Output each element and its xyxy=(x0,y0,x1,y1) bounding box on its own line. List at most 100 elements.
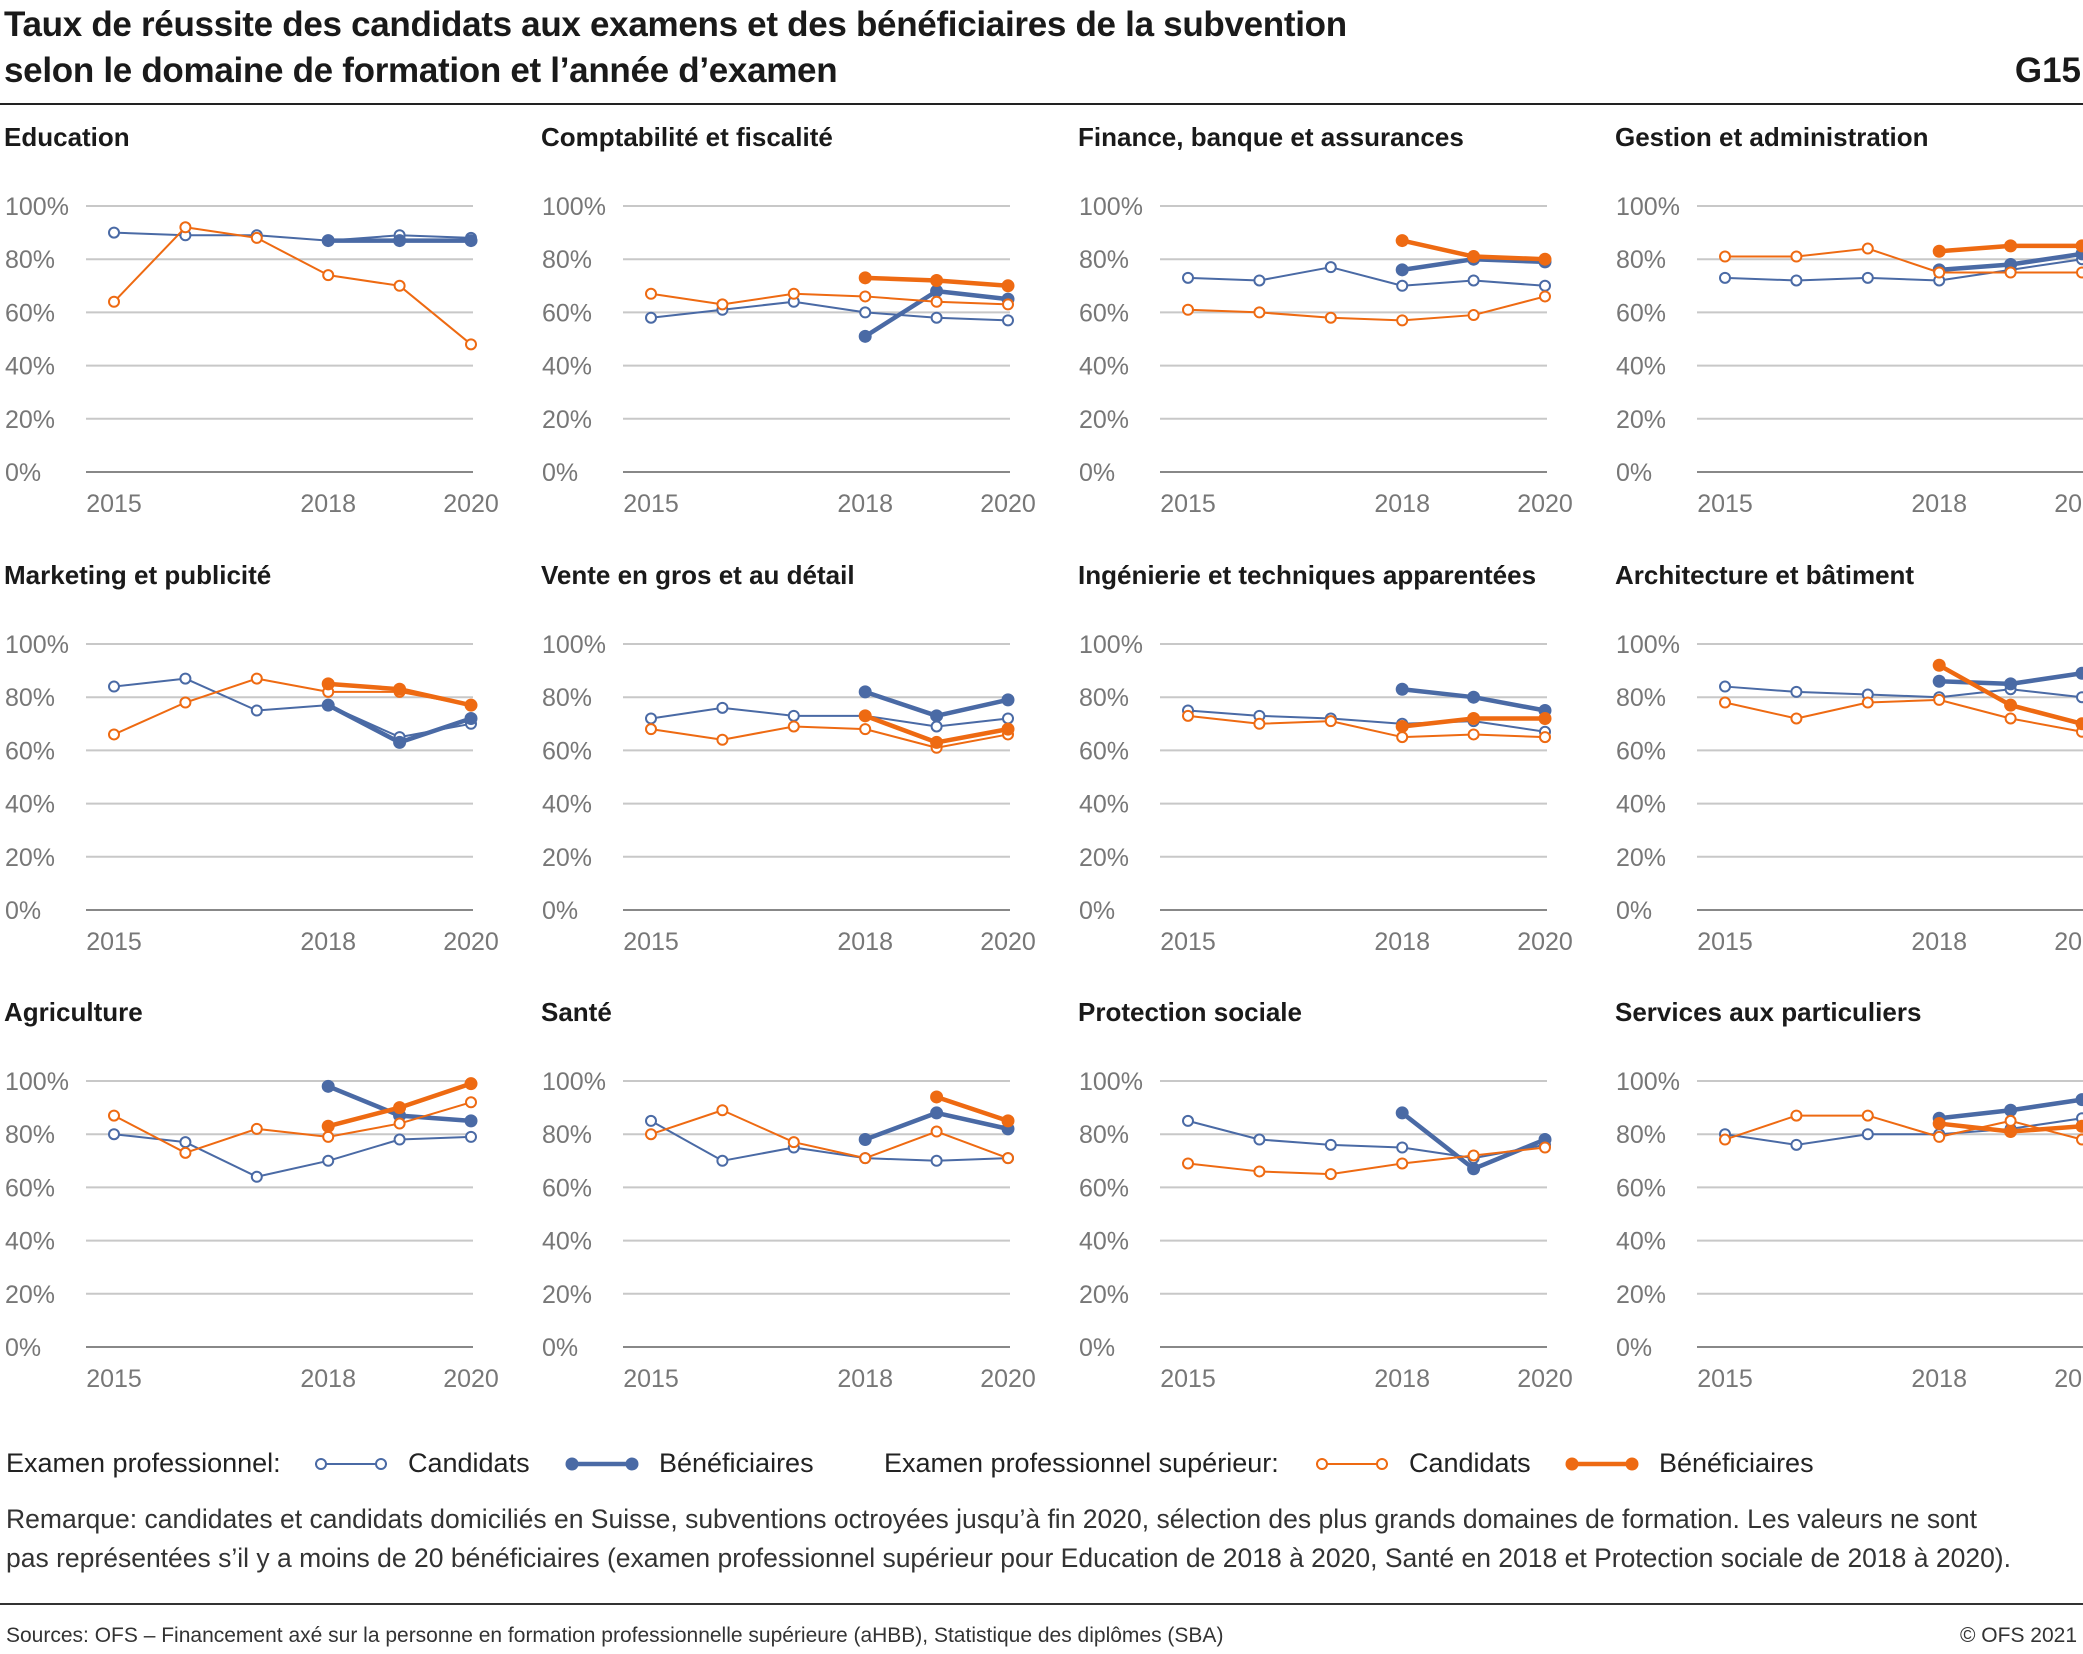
data-point-eps-candidats xyxy=(465,338,477,351)
data-point-ep-candidats xyxy=(716,701,729,714)
y-tick-label: 20% xyxy=(1079,406,1129,434)
data-point-eps-beneficiaires xyxy=(321,677,335,691)
data-point-eps-candidats xyxy=(787,720,800,733)
y-tick-label: 100% xyxy=(1079,193,1143,221)
data-point-ep-candidats xyxy=(108,680,120,693)
data-point-ep-beneficiaires xyxy=(1467,690,1481,704)
data-point-ep-beneficiaires xyxy=(2004,1103,2018,1117)
data-point-ep-candidats xyxy=(859,306,872,319)
data-point-eps-candidats xyxy=(859,1152,872,1165)
data-point-eps-candidats xyxy=(1719,696,1731,709)
y-tick-label: 0% xyxy=(1079,897,1115,925)
data-point-ep-candidats xyxy=(322,1154,335,1167)
data-point-eps-candidats xyxy=(1539,290,1551,303)
y-tick-label: 80% xyxy=(1616,1121,1666,1149)
x-tick-label: 2020 xyxy=(980,928,1036,956)
data-point-eps-candidats xyxy=(1861,242,1874,255)
data-point-ep-candidats xyxy=(1324,261,1337,274)
x-tick-label: 2018 xyxy=(1374,1365,1430,1393)
data-point-ep-candidats xyxy=(1002,314,1014,327)
x-tick-label: 2018 xyxy=(837,928,893,956)
data-point-eps-candidats xyxy=(1790,250,1803,263)
data-point-eps-beneficiaires xyxy=(2004,1125,2018,1139)
data-point-ep-beneficiaires xyxy=(393,735,407,749)
data-point-eps-candidats xyxy=(1933,266,1946,279)
data-point-eps-beneficiaires xyxy=(1001,1114,1015,1128)
y-tick-label: 40% xyxy=(1616,791,1666,819)
data-point-eps-candidats xyxy=(2004,1114,2017,1127)
panel-12: Services aux particuliers 100% 80% 60% 40% 20… xyxy=(1615,997,2083,1393)
y-tick-label: 100% xyxy=(5,1068,69,1096)
data-point-ep-candidats xyxy=(1253,274,1266,287)
data-point-ep-candidats xyxy=(1467,274,1480,287)
x-tick-label: 2015 xyxy=(86,1365,142,1393)
data-point-ep-candidats xyxy=(1539,279,1551,292)
x-tick-label: 2018 xyxy=(1374,490,1430,518)
series-line-ep-candidats xyxy=(113,677,472,739)
y-tick-label: 80% xyxy=(1616,246,1666,274)
data-point-eps-candidats xyxy=(2076,1133,2083,1146)
data-point-eps-beneficiaires xyxy=(1932,244,1946,258)
data-point-ep-beneficiaires xyxy=(1395,1106,1409,1120)
y-tick-label: 60% xyxy=(5,299,55,327)
data-point-eps-candidats xyxy=(1324,1168,1337,1181)
data-point-ep-candidats xyxy=(465,1130,477,1143)
data-point-ep-candidats xyxy=(1396,279,1409,292)
data-point-eps-beneficiaires xyxy=(930,273,944,287)
data-point-ep-candidats xyxy=(1253,1133,1266,1146)
series-line-eps-candidats xyxy=(650,292,1009,306)
panel-3: Finance, banque et assurances 100% 80% 60% 4… xyxy=(1078,122,1573,518)
data-point-ep-beneficiaires xyxy=(321,698,335,712)
data-point-eps-candidats xyxy=(1861,696,1874,709)
data-point-eps-candidats xyxy=(1467,309,1480,322)
data-point-eps-candidats xyxy=(859,290,872,303)
series-line-ep-candidats xyxy=(113,1133,472,1178)
data-point-eps-candidats xyxy=(1861,1109,1874,1122)
panel-title: Education xyxy=(4,122,130,152)
y-tick-label: 40% xyxy=(5,791,55,819)
data-point-eps-candidats xyxy=(1467,728,1480,741)
y-tick-label: 100% xyxy=(1079,631,1143,659)
data-point-eps-candidats xyxy=(393,279,406,292)
y-tick-label: 100% xyxy=(1616,193,1680,221)
x-tick-label: 2018 xyxy=(1374,928,1430,956)
panel-6: Vente en gros et au détail 100% 80% 60% 40% 2… xyxy=(541,560,1036,956)
data-point-ep-candidats xyxy=(1861,1128,1874,1141)
series-line-eps-candidats xyxy=(1724,698,2083,733)
panel-title: Gestion et administration xyxy=(1615,122,1929,152)
y-tick-label: 20% xyxy=(1616,1281,1666,1309)
data-point-ep-candidats xyxy=(645,712,657,725)
data-point-ep-beneficiaires xyxy=(1395,263,1409,277)
data-point-ep-candidats xyxy=(930,1154,943,1167)
data-point-eps-candidats xyxy=(1182,303,1194,316)
series-line-eps-candidats xyxy=(1724,1114,2083,1141)
data-point-eps-beneficiaires xyxy=(321,1119,335,1133)
data-point-eps-beneficiaires xyxy=(464,1077,478,1091)
data-point-eps-candidats xyxy=(1002,298,1014,311)
panel-title: Architecture et bâtiment xyxy=(1615,560,1914,590)
y-tick-label: 20% xyxy=(542,844,592,872)
series-line-ep-candidats xyxy=(1724,1117,2083,1146)
data-point-eps-candidats xyxy=(716,298,729,311)
y-tick-label: 100% xyxy=(5,193,69,221)
data-point-eps-candidats xyxy=(645,723,657,736)
y-tick-label: 0% xyxy=(1616,459,1652,487)
data-point-ep-candidats xyxy=(1719,680,1731,693)
data-point-eps-candidats xyxy=(179,696,192,709)
series-line-ep-candidats xyxy=(113,231,472,242)
data-point-ep-candidats xyxy=(179,1136,192,1149)
series-line-ep-candidats xyxy=(1724,685,2083,699)
x-tick-label: 2015 xyxy=(623,1365,679,1393)
y-tick-label: 100% xyxy=(1079,1068,1143,1096)
data-point-ep-candidats xyxy=(108,226,120,239)
panel-9: Agriculture 100% 80% 60% 40% 20% 0% 2015 2018 202… xyxy=(4,997,499,1393)
series-line-ep-candidats xyxy=(1187,266,1546,287)
data-point-ep-candidats xyxy=(179,672,192,685)
data-point-eps-candidats xyxy=(250,231,263,244)
x-tick-label: 2020 xyxy=(2054,928,2083,956)
x-tick-label: 2018 xyxy=(1911,490,1967,518)
chart-note-line-1: Remarque: candidates et candidats domici… xyxy=(6,1504,1977,1534)
legend-eps-beneficiaires-label: Bénéficiaires xyxy=(1659,1448,1814,1478)
y-tick-label: 80% xyxy=(542,246,592,274)
